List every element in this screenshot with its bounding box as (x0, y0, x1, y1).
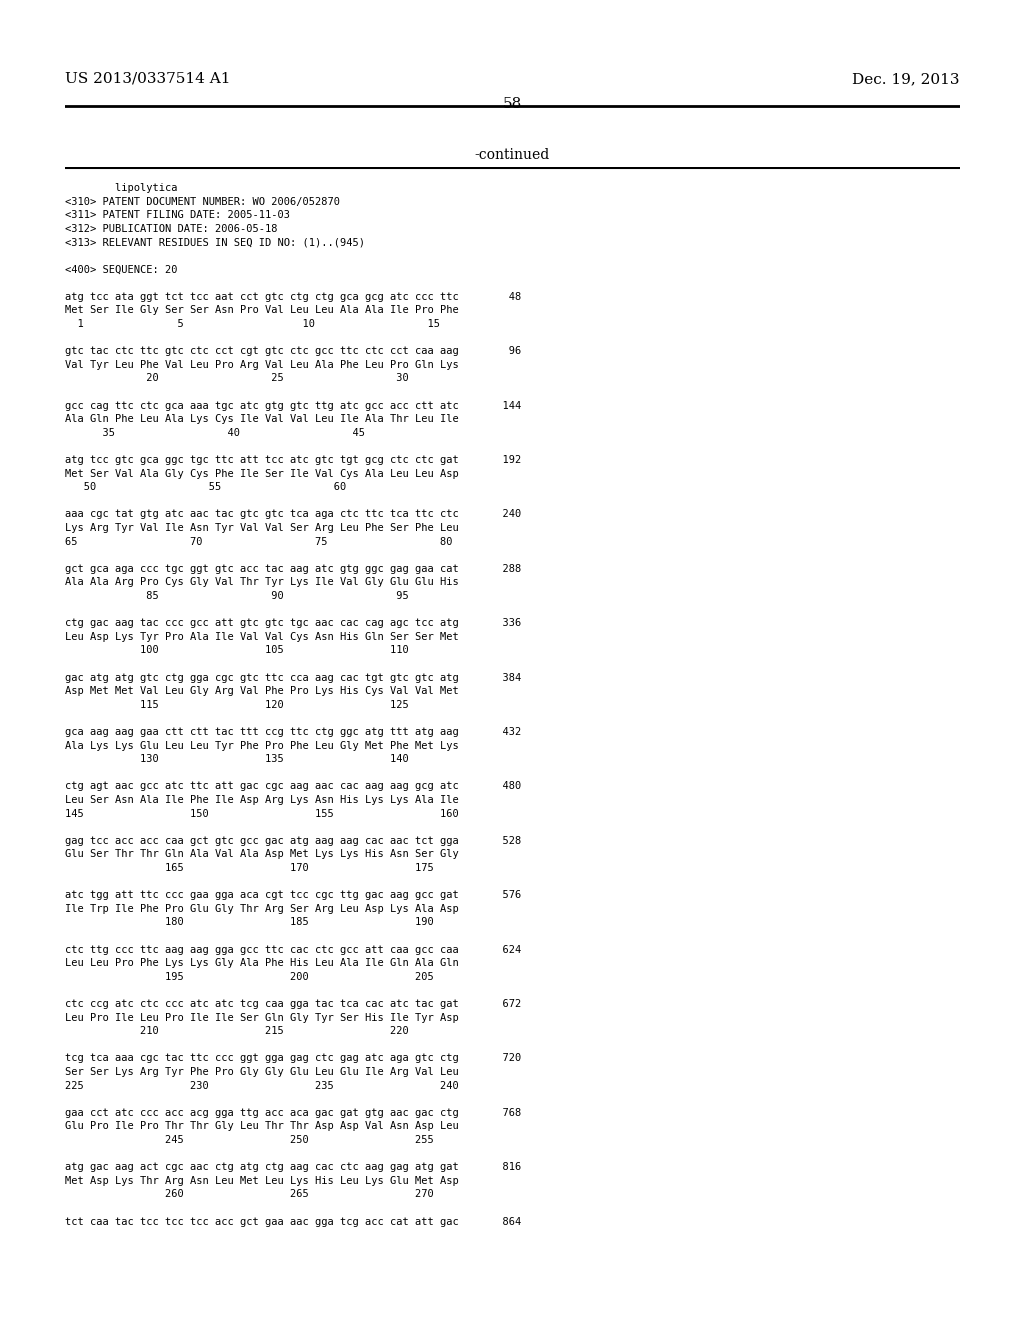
Text: <400> SEQUENCE: 20: <400> SEQUENCE: 20 (65, 264, 177, 275)
Text: ctg gac aag tac ccc gcc att gtc gtc tgc aac cac cag agc tcc atg       336: ctg gac aag tac ccc gcc att gtc gtc tgc … (65, 618, 521, 628)
Text: Glu Pro Ile Pro Thr Thr Gly Leu Thr Thr Asp Asp Val Asn Asp Leu: Glu Pro Ile Pro Thr Thr Gly Leu Thr Thr … (65, 1122, 459, 1131)
Text: 85                  90                  95: 85 90 95 (65, 591, 409, 601)
Text: 210                 215                 220: 210 215 220 (65, 1026, 409, 1036)
Text: 1               5                   10                  15: 1 5 10 15 (65, 319, 440, 329)
Text: gac atg atg gtc ctg gga cgc gtc ttc cca aag cac tgt gtc gtc atg       384: gac atg atg gtc ctg gga cgc gtc ttc cca … (65, 673, 521, 682)
Text: gct gca aga ccc tgc ggt gtc acc tac aag atc gtg ggc gag gaa cat       288: gct gca aga ccc tgc ggt gtc acc tac aag … (65, 564, 521, 574)
Text: Met Asp Lys Thr Arg Asn Leu Met Leu Lys His Leu Lys Glu Met Asp: Met Asp Lys Thr Arg Asn Leu Met Leu Lys … (65, 1176, 459, 1185)
Text: Ala Gln Phe Leu Ala Lys Cys Ile Val Val Leu Ile Ala Thr Leu Ile: Ala Gln Phe Leu Ala Lys Cys Ile Val Val … (65, 414, 459, 424)
Text: <311> PATENT FILING DATE: 2005-11-03: <311> PATENT FILING DATE: 2005-11-03 (65, 210, 290, 220)
Text: gca aag aag gaa ctt ctt tac ttt ccg ttc ctg ggc atg ttt atg aag       432: gca aag aag gaa ctt ctt tac ttt ccg ttc … (65, 727, 521, 737)
Text: 260                 265                 270: 260 265 270 (65, 1189, 434, 1200)
Text: 245                 250                 255: 245 250 255 (65, 1135, 434, 1144)
Text: gcc cag ttc ctc gca aaa tgc atc gtg gtc ttg atc gcc acc ctt atc       144: gcc cag ttc ctc gca aaa tgc atc gtg gtc … (65, 400, 521, 411)
Text: gaa cct atc ccc acc acg gga ttg acc aca gac gat gtg aac gac ctg       768: gaa cct atc ccc acc acg gga ttg acc aca … (65, 1107, 521, 1118)
Text: 50                  55                  60: 50 55 60 (65, 482, 346, 492)
Text: Ala Ala Arg Pro Cys Gly Val Thr Tyr Lys Ile Val Gly Glu Glu His: Ala Ala Arg Pro Cys Gly Val Thr Tyr Lys … (65, 577, 459, 587)
Text: <313> RELEVANT RESIDUES IN SEQ ID NO: (1)..(945): <313> RELEVANT RESIDUES IN SEQ ID NO: (1… (65, 238, 365, 247)
Text: <312> PUBLICATION DATE: 2006-05-18: <312> PUBLICATION DATE: 2006-05-18 (65, 224, 278, 234)
Text: 100                 105                 110: 100 105 110 (65, 645, 409, 656)
Text: 180                 185                 190: 180 185 190 (65, 917, 434, 928)
Text: atc tgg att ttc ccc gaa gga aca cgt tcc cgc ttg gac aag gcc gat       576: atc tgg att ttc ccc gaa gga aca cgt tcc … (65, 890, 521, 900)
Text: -continued: -continued (474, 148, 550, 162)
Text: ctc ccg atc ctc ccc atc atc tcg caa gga tac tca cac atc tac gat       672: ctc ccg atc ctc ccc atc atc tcg caa gga … (65, 999, 521, 1008)
Text: gag tcc acc acc caa gct gtc gcc gac atg aag aag cac aac tct gga       528: gag tcc acc acc caa gct gtc gcc gac atg … (65, 836, 521, 846)
Text: atg tcc gtc gca ggc tgc ttc att tcc atc gtc tgt gcg ctc ctc gat       192: atg tcc gtc gca ggc tgc ttc att tcc atc … (65, 455, 521, 465)
Text: 225                 230                 235                 240: 225 230 235 240 (65, 1081, 459, 1090)
Text: Asp Met Met Val Leu Gly Arg Val Phe Pro Lys His Cys Val Val Met: Asp Met Met Val Leu Gly Arg Val Phe Pro … (65, 686, 459, 696)
Text: 65                  70                  75                  80: 65 70 75 80 (65, 537, 453, 546)
Text: 130                 135                 140: 130 135 140 (65, 754, 409, 764)
Text: Ile Trp Ile Phe Pro Glu Gly Thr Arg Ser Arg Leu Asp Lys Ala Asp: Ile Trp Ile Phe Pro Glu Gly Thr Arg Ser … (65, 904, 459, 913)
Text: tcg tca aaa cgc tac ttc ccc ggt gga gag ctc gag atc aga gtc ctg       720: tcg tca aaa cgc tac ttc ccc ggt gga gag … (65, 1053, 521, 1064)
Text: 35                  40                  45: 35 40 45 (65, 428, 365, 438)
Text: gtc tac ctc ttc gtc ctc cct cgt gtc ctc gcc ttc ctc cct caa aag        96: gtc tac ctc ttc gtc ctc cct cgt gtc ctc … (65, 346, 521, 356)
Text: tct caa tac tcc tcc tcc acc gct gaa aac gga tcg acc cat att gac       864: tct caa tac tcc tcc tcc acc gct gaa aac … (65, 1217, 521, 1226)
Text: Dec. 19, 2013: Dec. 19, 2013 (853, 73, 961, 86)
Text: Ser Ser Lys Arg Tyr Phe Pro Gly Gly Glu Leu Glu Ile Arg Val Leu: Ser Ser Lys Arg Tyr Phe Pro Gly Gly Glu … (65, 1067, 459, 1077)
Text: Met Ser Val Ala Gly Cys Phe Ile Ser Ile Val Cys Ala Leu Leu Asp: Met Ser Val Ala Gly Cys Phe Ile Ser Ile … (65, 469, 459, 479)
Text: Ala Lys Lys Glu Leu Leu Tyr Phe Pro Phe Leu Gly Met Phe Met Lys: Ala Lys Lys Glu Leu Leu Tyr Phe Pro Phe … (65, 741, 459, 751)
Text: 145                 150                 155                 160: 145 150 155 160 (65, 809, 459, 818)
Text: 195                 200                 205: 195 200 205 (65, 972, 434, 982)
Text: Met Ser Ile Gly Ser Ser Asn Pro Val Leu Leu Ala Ala Ile Pro Phe: Met Ser Ile Gly Ser Ser Asn Pro Val Leu … (65, 305, 459, 315)
Text: aaa cgc tat gtg atc aac tac gtc gtc tca aga ctc ttc tca ttc ctc       240: aaa cgc tat gtg atc aac tac gtc gtc tca … (65, 510, 521, 519)
Text: Glu Ser Thr Thr Gln Ala Val Ala Asp Met Lys Lys His Asn Ser Gly: Glu Ser Thr Thr Gln Ala Val Ala Asp Met … (65, 849, 459, 859)
Text: Leu Ser Asn Ala Ile Phe Ile Asp Arg Lys Asn His Lys Lys Ala Ile: Leu Ser Asn Ala Ile Phe Ile Asp Arg Lys … (65, 795, 459, 805)
Text: ctc ttg ccc ttc aag aag gga gcc ttc cac ctc gcc att caa gcc caa       624: ctc ttg ccc ttc aag aag gga gcc ttc cac … (65, 945, 521, 954)
Text: US 2013/0337514 A1: US 2013/0337514 A1 (65, 73, 230, 86)
Text: atg gac aag act cgc aac ctg atg ctg aag cac ctc aag gag atg gat       816: atg gac aag act cgc aac ctg atg ctg aag … (65, 1162, 521, 1172)
Text: 115                 120                 125: 115 120 125 (65, 700, 409, 710)
Text: 58: 58 (503, 96, 521, 111)
Text: ctg agt aac gcc atc ttc att gac cgc aag aac cac aag aag gcg atc       480: ctg agt aac gcc atc ttc att gac cgc aag … (65, 781, 521, 792)
Text: <310> PATENT DOCUMENT NUMBER: WO 2006/052870: <310> PATENT DOCUMENT NUMBER: WO 2006/05… (65, 197, 340, 207)
Text: atg tcc ata ggt tct tcc aat cct gtc ctg ctg gca gcg atc ccc ttc        48: atg tcc ata ggt tct tcc aat cct gtc ctg … (65, 292, 521, 302)
Text: 20                  25                  30: 20 25 30 (65, 374, 409, 383)
Text: Lys Arg Tyr Val Ile Asn Tyr Val Val Ser Arg Leu Phe Ser Phe Leu: Lys Arg Tyr Val Ile Asn Tyr Val Val Ser … (65, 523, 459, 533)
Text: Leu Leu Pro Phe Lys Lys Gly Ala Phe His Leu Ala Ile Gln Ala Gln: Leu Leu Pro Phe Lys Lys Gly Ala Phe His … (65, 958, 459, 968)
Text: Leu Pro Ile Leu Pro Ile Ile Ser Gln Gly Tyr Ser His Ile Tyr Asp: Leu Pro Ile Leu Pro Ile Ile Ser Gln Gly … (65, 1012, 459, 1023)
Text: Val Tyr Leu Phe Val Leu Pro Arg Val Leu Ala Phe Leu Pro Gln Lys: Val Tyr Leu Phe Val Leu Pro Arg Val Leu … (65, 360, 459, 370)
Text: Leu Asp Lys Tyr Pro Ala Ile Val Val Cys Asn His Gln Ser Ser Met: Leu Asp Lys Tyr Pro Ala Ile Val Val Cys … (65, 632, 459, 642)
Text: 165                 170                 175: 165 170 175 (65, 863, 434, 873)
Text: lipolytica: lipolytica (65, 183, 177, 193)
